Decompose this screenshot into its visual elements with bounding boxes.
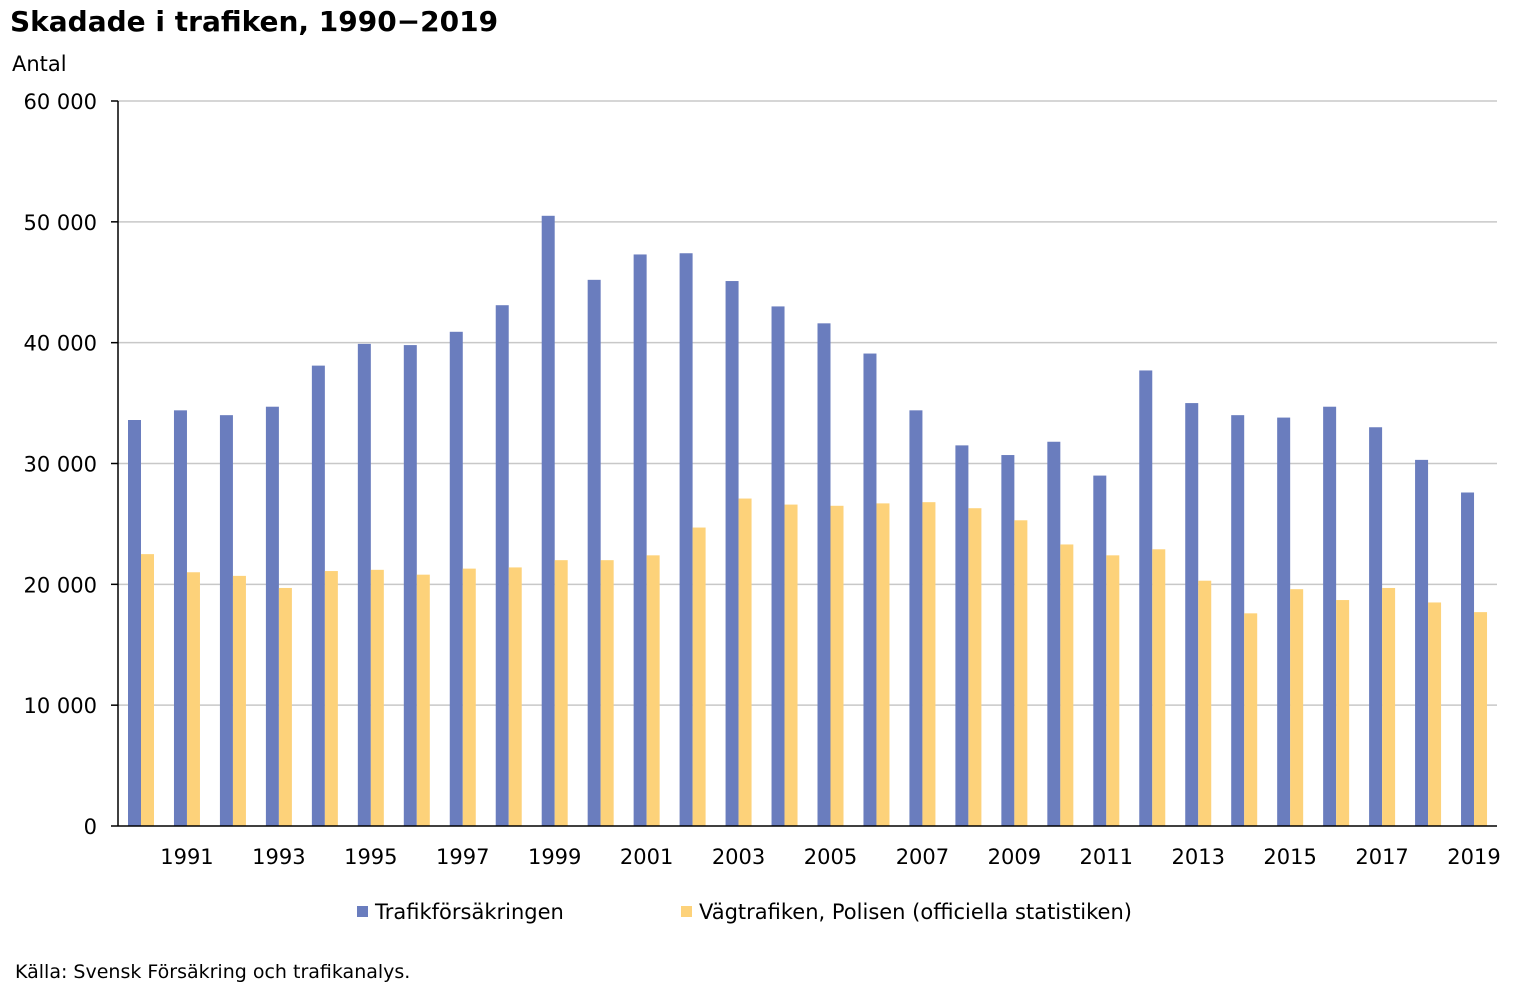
x-tick-label: 1999 <box>528 845 581 869</box>
bar-trafikforsakringen-2015 <box>1277 417 1291 826</box>
y-tick-label: 60 000 <box>24 90 97 114</box>
x-tick-label: 1991 <box>160 845 213 869</box>
bar-trafikforsakringen-1997 <box>449 331 463 826</box>
x-tick-label: 1997 <box>436 845 489 869</box>
chart-title: Skadade i trafiken, 1990−2019 <box>10 5 498 38</box>
y-tick-label: 0 <box>84 815 97 839</box>
bar-vagtrafiken-2013 <box>1198 580 1212 826</box>
bar-trafikforsakringen-2004 <box>771 306 785 827</box>
x-tick-label: 2015 <box>1263 845 1316 869</box>
bar-trafikforsakringen-1996 <box>403 345 417 826</box>
x-tick-label: 2003 <box>712 845 765 869</box>
bar-trafikforsakringen-1994 <box>311 365 325 826</box>
bar-vagtrafiken-1999 <box>554 560 568 826</box>
bar-trafikforsakringen-2007 <box>909 410 923 826</box>
source-note: Källa: Svensk Försäkring och trafikanaly… <box>15 961 410 983</box>
bar-trafikforsakringen-2009 <box>1001 455 1015 826</box>
bar-vagtrafiken-2007 <box>922 502 936 826</box>
bar-vagtrafiken-2011 <box>1106 555 1120 826</box>
bar-vagtrafiken-1990 <box>141 554 154 826</box>
x-tick-label: 2017 <box>1355 845 1408 869</box>
bar-vagtrafiken-1994 <box>324 571 338 826</box>
bar-vagtrafiken-2003 <box>738 498 752 826</box>
y-axis-label: Antal <box>12 52 67 76</box>
bar-vagtrafiken-2009 <box>1014 520 1028 826</box>
bar-trafikforsakringen-2010 <box>1047 441 1061 826</box>
x-tick-label: 1993 <box>252 845 305 869</box>
bar-trafikforsakringen-2006 <box>863 353 877 826</box>
bar-vagtrafiken-2017 <box>1382 587 1396 826</box>
bar-vagtrafiken-1997 <box>462 568 476 826</box>
bar-vagtrafiken-2014 <box>1244 613 1258 826</box>
bar-trafikforsakringen-2019 <box>1461 492 1475 826</box>
legend-label: Trafikförsäkringen <box>374 900 564 924</box>
bar-trafikforsakringen-2001 <box>633 254 647 827</box>
legend-swatch <box>681 906 692 917</box>
x-tick-label: 2001 <box>620 845 673 869</box>
bar-trafikforsakringen-1993 <box>265 406 279 826</box>
bar-vagtrafiken-1998 <box>508 567 522 826</box>
bar-trafikforsakringen-2016 <box>1323 406 1337 826</box>
x-tick-label: 1995 <box>344 845 397 869</box>
bar-trafikforsakringen-2000 <box>587 279 601 826</box>
bar-trafikforsakringen-1998 <box>495 305 509 826</box>
bar-vagtrafiken-1995 <box>370 569 384 826</box>
bar-trafikforsakringen-2003 <box>725 281 739 827</box>
bar-trafikforsakringen-2014 <box>1231 415 1245 826</box>
bar-trafikforsakringen-2005 <box>817 323 831 826</box>
bar-vagtrafiken-2002 <box>692 527 706 826</box>
bar-vagtrafiken-1993 <box>278 587 292 826</box>
bar-trafikforsakringen-2017 <box>1369 427 1383 826</box>
bar-trafikforsakringen-1991 <box>173 410 187 826</box>
bar-trafikforsakringen-2002 <box>679 253 693 826</box>
bar-trafikforsakringen-2008 <box>955 445 969 826</box>
y-tick-label: 40 000 <box>24 332 97 356</box>
legend-label: Vägtrafiken, Polisen (officiella statist… <box>699 900 1132 924</box>
bar-trafikforsakringen-1995 <box>357 343 371 826</box>
bar-trafikforsakringen-1990 <box>128 420 141 826</box>
bar-vagtrafiken-1996 <box>416 574 430 826</box>
bar-vagtrafiken-2016 <box>1336 600 1350 826</box>
bar-vagtrafiken-2008 <box>968 508 982 826</box>
x-tick-label: 2009 <box>988 845 1041 869</box>
x-tick-label: 2005 <box>804 845 857 869</box>
bars <box>128 215 1488 827</box>
bar-vagtrafiken-2004 <box>784 504 798 826</box>
y-tick-label: 10 000 <box>24 694 97 718</box>
bar-trafikforsakringen-2012 <box>1139 370 1153 826</box>
y-tick-label: 20 000 <box>24 573 97 597</box>
bar-vagtrafiken-2012 <box>1152 549 1166 826</box>
bar-vagtrafiken-2006 <box>876 503 890 826</box>
bar-vagtrafiken-2000 <box>600 560 614 826</box>
bar-vagtrafiken-2018 <box>1428 602 1442 826</box>
x-tick-label: 2007 <box>896 845 949 869</box>
bar-trafikforsakringen-1999 <box>541 215 555 826</box>
gridlines <box>118 100 1497 706</box>
bar-vagtrafiken-1991 <box>186 572 200 826</box>
bar-vagtrafiken-2019 <box>1474 612 1488 826</box>
y-tick-label: 50 000 <box>24 211 97 235</box>
axes <box>111 100 1497 827</box>
x-tick-label: 2013 <box>1171 845 1224 869</box>
legend: Trafikförsäkringen Vägtrafiken, Polisen (… <box>357 900 1132 924</box>
y-tick-label: 30 000 <box>24 453 97 477</box>
x-tick-labels: 1991 1993 1995 1997 1999 2001 2003 2005 2007 2009… <box>160 845 1501 869</box>
legend-swatch <box>357 906 368 917</box>
bar-trafikforsakringen-2011 <box>1093 475 1107 826</box>
x-tick-label: 2011 <box>1080 845 1133 869</box>
y-tick-labels: 0 10 000 20 000 30 000 40 000 50 000 60 000 <box>24 90 97 839</box>
bar-vagtrafiken-2010 <box>1060 544 1074 826</box>
bar-vagtrafiken-2001 <box>646 555 660 826</box>
bar-trafikforsakringen-2013 <box>1185 403 1199 826</box>
x-tick-label: 2019 <box>1447 845 1500 869</box>
bar-vagtrafiken-1992 <box>232 575 246 826</box>
bar-vagtrafiken-2005 <box>830 505 844 826</box>
bar-trafikforsakringen-1992 <box>219 415 233 826</box>
bar-vagtrafiken-2015 <box>1290 589 1304 826</box>
bar-trafikforsakringen-2018 <box>1415 459 1429 826</box>
